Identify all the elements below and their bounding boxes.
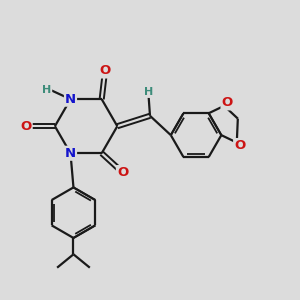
Text: O: O <box>234 139 245 152</box>
Text: O: O <box>221 96 233 110</box>
Text: H: H <box>144 87 153 97</box>
Text: O: O <box>117 166 128 179</box>
Text: H: H <box>42 85 51 95</box>
Text: O: O <box>99 64 110 77</box>
Text: O: O <box>20 120 32 133</box>
Text: N: N <box>65 147 76 160</box>
Text: N: N <box>65 93 76 106</box>
